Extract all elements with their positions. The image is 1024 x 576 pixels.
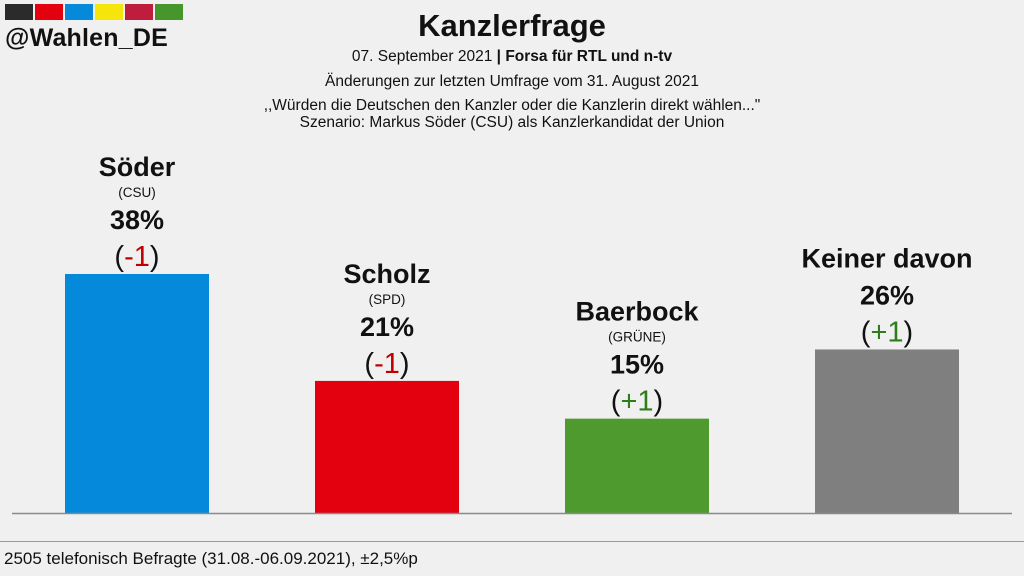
candidate-label-keiner-davon: Keiner davon: [801, 243, 972, 273]
change-label-scholz: (-1): [364, 348, 409, 380]
party-label-scholz: (SPD): [369, 292, 406, 307]
bar-soeder: [65, 274, 209, 513]
flag-color-bar: [5, 4, 183, 20]
candidate-label-soeder: Söder: [99, 152, 176, 182]
party-label-baerbock: (GRÜNE): [608, 330, 666, 345]
change-label-baerbock: (+1): [611, 386, 663, 418]
flag-swatch-blue: [65, 4, 93, 20]
change-label-soeder: (-1): [114, 241, 159, 273]
candidate-label-scholz: Scholz: [343, 259, 430, 289]
changes-note: Änderungen zur letzten Umfrage vom 31. A…: [325, 73, 699, 90]
value-label-baerbock: 15%: [610, 350, 664, 380]
footer-note: 2505 telefonisch Befragte (31.08.-06.09.…: [4, 549, 418, 568]
flag-swatch-green: [155, 4, 183, 20]
poll-source: Forsa für RTL und n-tv: [505, 48, 673, 65]
change-label-keiner-davon: (+1): [861, 316, 913, 348]
poll-scenario: Szenario: Markus Söder (CSU) als Kanzler…: [299, 114, 725, 131]
value-label-keiner-davon: 26%: [860, 280, 914, 310]
poll-date: 07. September 2021: [351, 48, 493, 65]
flag-swatch-yellow: [95, 4, 123, 20]
bar-baerbock: [565, 418, 709, 513]
value-label-soeder: 38%: [110, 205, 164, 235]
party-label-soeder: (CSU): [118, 185, 156, 200]
chart-title: Kanzlerfrage: [418, 8, 606, 43]
bar-scholz: [315, 380, 459, 513]
account-handle: @Wahlen_DE: [5, 24, 168, 52]
bar-keiner-davon: [815, 349, 959, 513]
flag-swatch-darkred: [125, 4, 153, 20]
flag-swatch-black: [5, 4, 33, 20]
poll-question: ,,Würden die Deutschen den Kanzler oder …: [263, 97, 761, 114]
value-label-scholz: 21%: [360, 312, 414, 342]
flag-swatch-red: [35, 4, 63, 20]
candidate-label-baerbock: Baerbock: [575, 297, 699, 327]
footer-divider: [0, 541, 1024, 542]
subtitle-separator: |: [496, 48, 502, 65]
chart-subtitle-date-source: 07. September 2021 | Forsa für RTL und n…: [0, 48, 1024, 66]
